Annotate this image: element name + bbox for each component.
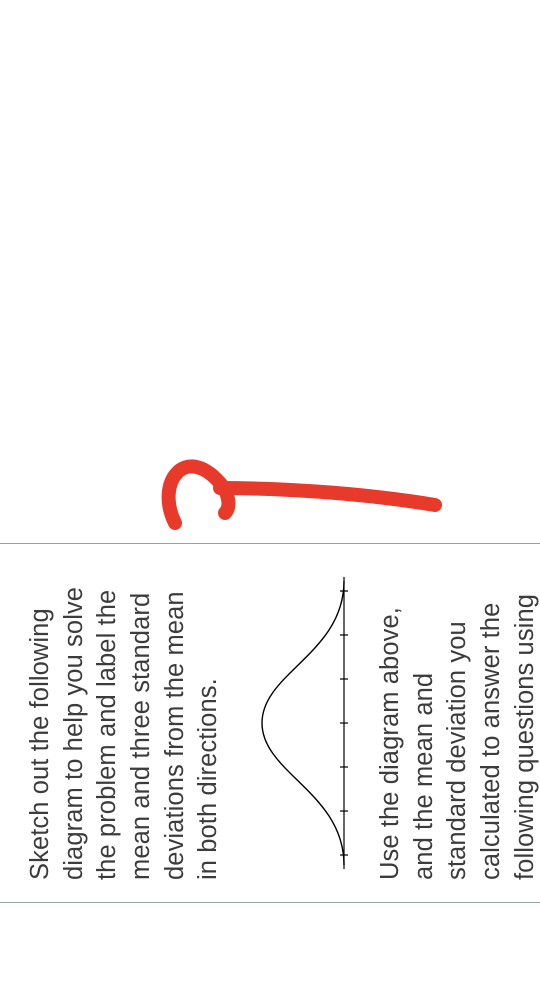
question-panel: Sketch out the following diagram to help… [0,543,540,903]
instruction-sketch: Sketch out the following diagram to help… [24,566,226,880]
page: Sketch out the following diagram to help… [0,0,540,983]
bell-curve-icon [244,573,354,873]
normal-curve-diagram [244,566,354,880]
annotation-scribble [145,393,445,543]
instruction-use-diagram: Use the diagram above, and the mean and … [374,566,540,880]
